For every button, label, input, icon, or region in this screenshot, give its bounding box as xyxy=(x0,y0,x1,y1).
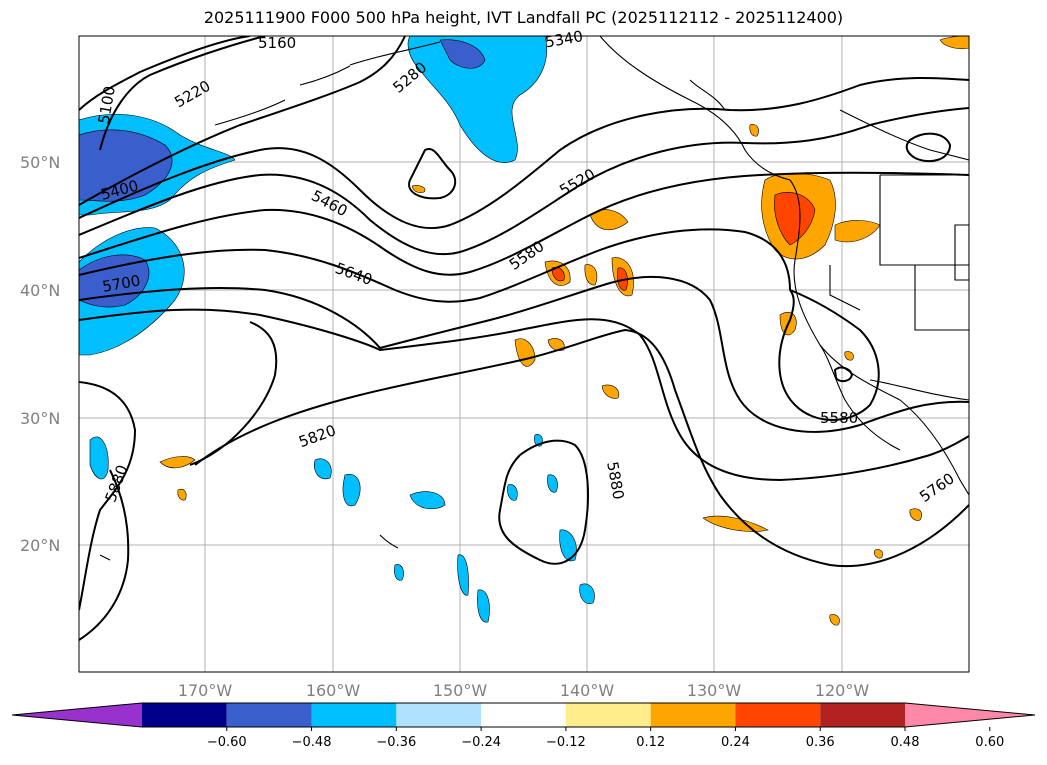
colorbar-tick-label: 0.48 xyxy=(891,735,920,750)
coastlines xyxy=(99,36,969,561)
latitude-labels: 50°N 40°N 30°N 20°N xyxy=(20,153,60,555)
colorbar-tick-label: 0.24 xyxy=(721,735,750,750)
lon-label: 150°W xyxy=(433,681,488,700)
colorbar-tick-label: −0.60 xyxy=(207,735,247,750)
colorbar-outline xyxy=(11,702,1036,728)
positive-ivt-shading xyxy=(159,36,969,626)
colorbar-extend-high xyxy=(905,703,1035,727)
colorbar-tick-label: 0.60 xyxy=(975,735,1004,750)
lat-label: 20°N xyxy=(20,536,60,555)
colorbar-tick-label: −0.24 xyxy=(461,735,501,750)
lon-label: 160°W xyxy=(306,681,361,700)
colorbar-segment xyxy=(650,703,736,727)
colorbar-segment xyxy=(735,703,821,727)
colorbar-segment xyxy=(820,703,905,727)
lon-label: 170°W xyxy=(178,681,233,700)
longitude-labels: 170°W 160°W 150°W 140°W 130°W 120°W xyxy=(178,681,870,700)
colorbar-segment xyxy=(565,703,651,727)
colorbar-tick-label: −0.36 xyxy=(376,735,416,750)
colorbar-tick-label: −0.48 xyxy=(292,735,332,750)
lon-label: 120°W xyxy=(815,681,870,700)
colorbar-segment xyxy=(226,703,312,727)
contour-label: 5160 xyxy=(258,34,296,52)
map-title: 2025111900 F000 500 hPa height, IVT Land… xyxy=(203,8,844,27)
colorbar-segment xyxy=(481,703,566,727)
lat-label: 40°N xyxy=(20,281,60,300)
contour-label: 5580 xyxy=(820,409,858,427)
lon-label: 130°W xyxy=(687,681,742,700)
colorbar: −0.60 −0.48 −0.36 −0.24 −0.12 0.12 0.24 0.36 0.4… xyxy=(11,702,1036,750)
gridlines xyxy=(79,36,969,672)
colorbar-tick-label: −0.12 xyxy=(546,735,586,750)
height-contours xyxy=(79,36,969,641)
colorbar-tick-label: 0.12 xyxy=(636,735,665,750)
colorbar-segment xyxy=(142,703,227,727)
colorbar-segment xyxy=(311,703,397,727)
map-frame xyxy=(78,35,970,673)
colorbar-tick-label: 0.36 xyxy=(806,735,835,750)
colorbar-extend-low xyxy=(12,703,142,727)
lat-label: 50°N xyxy=(20,153,60,172)
lat-label: 30°N xyxy=(20,409,60,428)
colorbar-segment xyxy=(396,703,482,727)
lon-label: 140°W xyxy=(560,681,615,700)
